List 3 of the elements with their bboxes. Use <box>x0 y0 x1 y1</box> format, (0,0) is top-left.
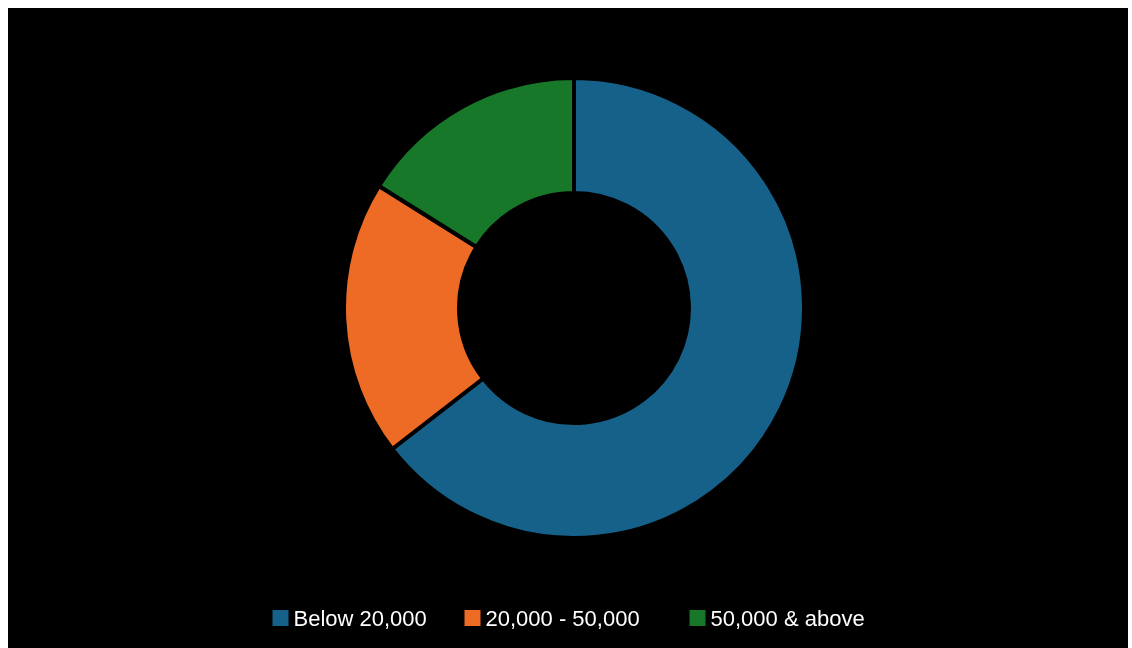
legend-label: Below 20,000 <box>293 605 427 631</box>
legend-label: 50,000 & above <box>710 605 865 631</box>
legend-label: 20,000 - 50,000 <box>485 605 640 631</box>
